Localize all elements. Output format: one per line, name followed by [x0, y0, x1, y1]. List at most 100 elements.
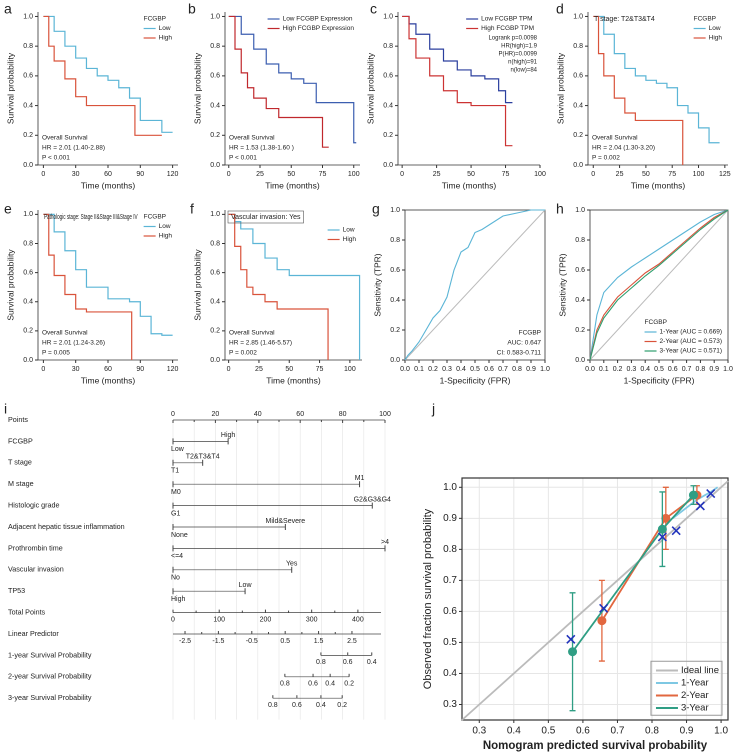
probability-tick-label: 0.2: [344, 681, 354, 688]
x-tick-label: 90: [136, 366, 144, 373]
y-tick-label: 0.4: [210, 299, 220, 306]
row-name: M stage: [8, 479, 34, 488]
x-tick-label: 90: [136, 171, 144, 178]
annotation: AUC: 0.647: [507, 340, 541, 347]
survival-curve: [402, 15, 513, 147]
legend-title: FCGBP: [645, 319, 667, 326]
y-tick-label: 0.2: [575, 327, 585, 334]
y-tick-label: 0.6: [23, 269, 33, 276]
scale-tick-label: 300: [306, 616, 318, 623]
panel-label: j: [431, 401, 435, 417]
y-tick-label: 1.0: [443, 482, 457, 493]
y-tick-label: 0.8: [443, 544, 457, 555]
annotation: Logrank p=0.0098: [488, 36, 537, 42]
curve: [601, 494, 698, 622]
y-tick-label: 0.8: [383, 43, 393, 50]
x-tick-label: 0.0: [585, 366, 595, 373]
x-tick-label: 0: [400, 171, 404, 178]
x-tick-label: 0.8: [696, 366, 706, 373]
annotation: HR = 2.01 (1.40-2.88): [42, 145, 105, 152]
level-label: High: [221, 432, 236, 439]
x-tick-label: 100: [534, 171, 546, 178]
x-tick-label: 0.5: [470, 366, 480, 373]
legend-label: High: [709, 35, 723, 42]
annotation: HR = 2.04 (1.30-3.20): [592, 145, 655, 152]
x-axis-label: Nomogram predicted survival probability: [483, 740, 708, 752]
y-tick-label: 1.0: [575, 207, 585, 214]
row-name: Histologic grade: [8, 501, 60, 510]
legend-label: 3-Year: [681, 703, 709, 714]
y-tick-label: 0.8: [575, 237, 585, 244]
x-tick-label: 0.5: [541, 726, 555, 737]
legend-label: Low: [343, 227, 355, 234]
y-tick-label: 0.0: [573, 162, 583, 169]
reference-diagonal: [589, 209, 729, 361]
x-tick-label: 0.2: [613, 366, 623, 373]
survival-curve: [593, 15, 720, 144]
annotation: HR = 2.85 (1.46-5.57): [229, 340, 292, 347]
legend-label: Low: [159, 223, 171, 230]
panel-label: d: [556, 1, 564, 17]
x-tick-label: 50: [467, 171, 475, 178]
level-label: T1: [171, 468, 179, 475]
corrected-point: [671, 526, 681, 536]
curve: [589, 209, 729, 361]
y-tick-label: 0.0: [23, 357, 33, 364]
y-tick-label: 0.0: [383, 162, 393, 169]
y-axis-label: Sensitivity (TPR): [372, 253, 382, 316]
y-tick-label: 1.0: [23, 211, 33, 218]
survival-curve: [43, 213, 173, 336]
y-tick-label: 0.2: [573, 132, 583, 139]
probability-tick-label: 0.8: [268, 702, 278, 709]
y-tick-label: 0.4: [575, 297, 585, 304]
level-label: G2&G3&G4: [354, 496, 391, 503]
x-tick-label: 25: [255, 366, 263, 373]
x-axis-label: Time (months): [81, 180, 136, 190]
x-axis-label: Time (months): [81, 375, 136, 385]
x-tick-label: 0: [41, 171, 45, 178]
x-tick-label: 0.3: [472, 726, 486, 737]
scale-tick-label: 200: [260, 616, 272, 623]
legend-label: Low: [159, 25, 171, 32]
survival-curve: [402, 15, 513, 104]
x-tick-label: 0: [41, 366, 45, 373]
annotation: n(high)=91: [508, 60, 538, 66]
x-tick-label: 25: [433, 171, 441, 178]
row-name: TP53: [8, 586, 25, 595]
x-tick-label: 0.1: [414, 366, 424, 373]
legend-label: 3-Year (AUC = 0.571): [660, 348, 722, 355]
point: [568, 647, 578, 657]
probability-tick-label: 0.6: [308, 681, 318, 688]
legend-label: High: [159, 233, 173, 240]
scale-tick-label: 0.5: [280, 638, 290, 645]
y-tick-label: 0.3: [443, 699, 457, 710]
panel-label: c: [370, 1, 377, 17]
legend-title: FCGBP: [144, 16, 166, 23]
legend-box: [650, 660, 723, 716]
x-tick-label: 0.2: [428, 366, 438, 373]
corrected-point: [599, 603, 609, 613]
legend-label: 1-Year (AUC = 0.669): [660, 329, 722, 336]
scale-tick-label: 400: [352, 616, 364, 623]
x-tick-label: 75: [502, 171, 510, 178]
annotation: P(HR)=0.0099: [498, 52, 537, 58]
y-tick-label: 0.2: [210, 328, 220, 335]
corrected-point: [706, 488, 716, 499]
y-tick-label: 0.6: [23, 73, 33, 80]
scale-tick-label: -2.5: [179, 638, 191, 645]
y-tick-label: 0.8: [23, 43, 33, 50]
x-tick-label: 0: [227, 171, 231, 178]
x-tick-label: 0.4: [640, 366, 650, 373]
probability-tick-label: 0.8: [316, 659, 326, 666]
x-tick-label: 100: [693, 171, 705, 178]
x-tick-label: 50: [285, 366, 293, 373]
points-tick-label: 60: [296, 411, 304, 418]
legend-label: High FCGBP Expression: [283, 25, 355, 32]
level-label: <=4: [171, 553, 183, 560]
survival-curve: [228, 213, 361, 360]
x-tick-label: 50: [287, 171, 295, 178]
annotation: P < 0.001: [42, 155, 70, 162]
annotation: P = 0.002: [592, 155, 620, 162]
annotation: CI: 0.583-0.711: [497, 350, 542, 357]
